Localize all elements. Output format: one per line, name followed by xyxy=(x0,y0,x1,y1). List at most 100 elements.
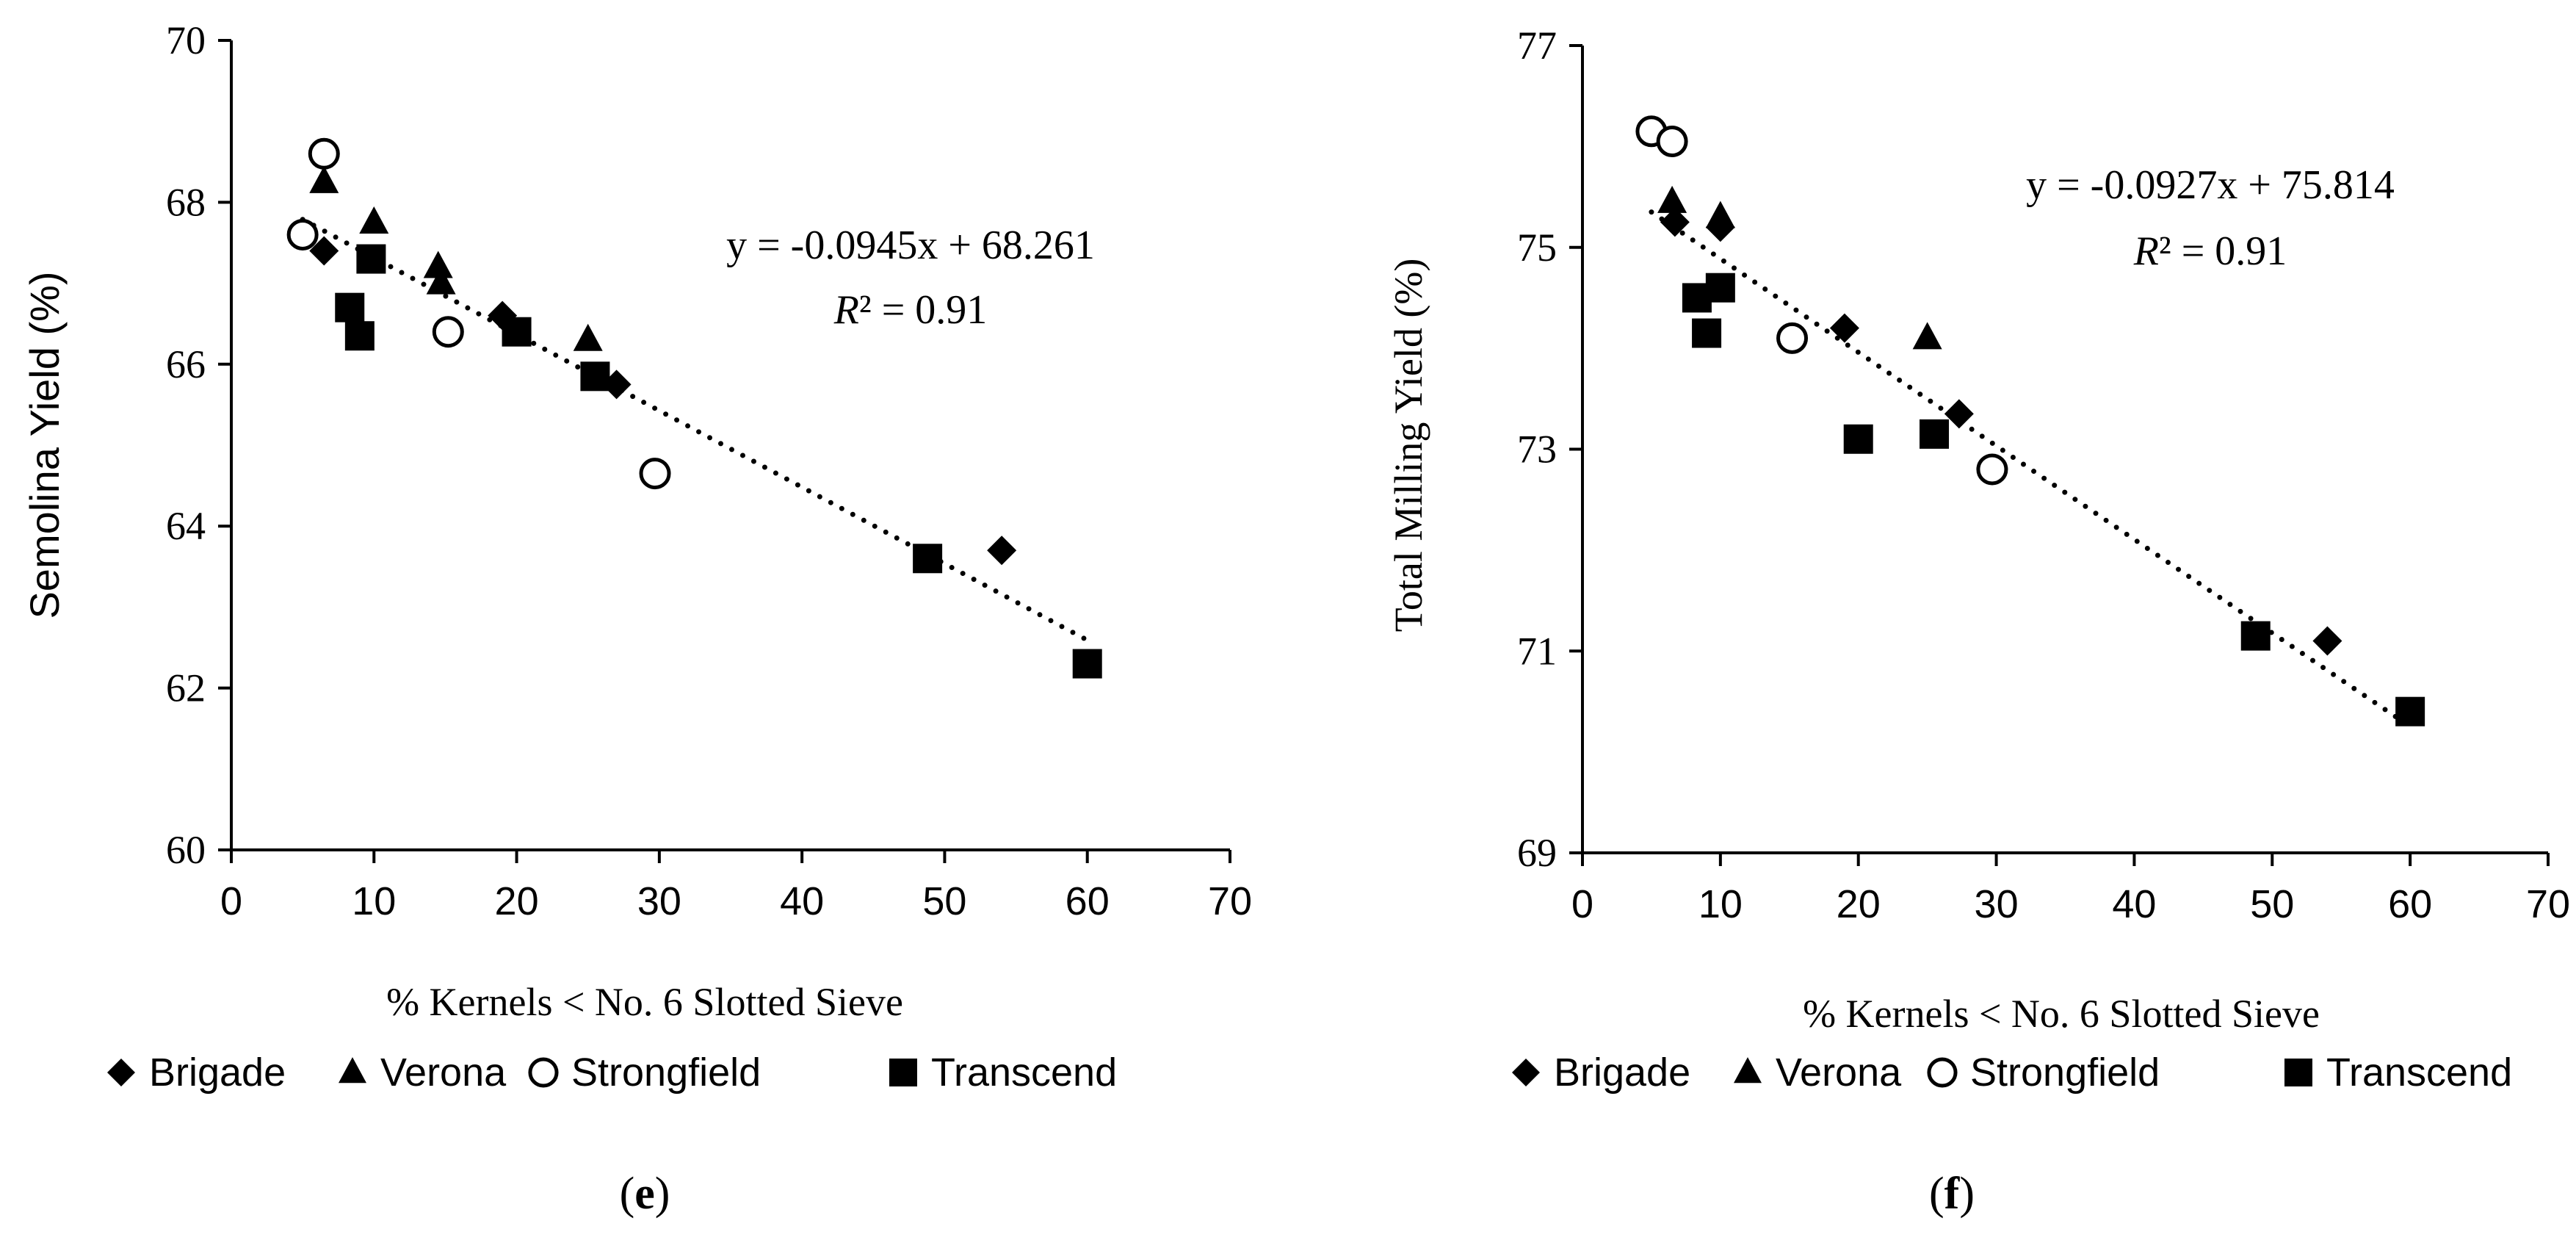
y-tick-label: 71 xyxy=(1517,629,1557,673)
transcend-point xyxy=(2395,696,2425,727)
legend-marker-verona xyxy=(339,1057,366,1084)
x-ticks: 0 10 20 30 40 50 60 70 xyxy=(220,850,1252,923)
y-tick-label: 75 xyxy=(1517,226,1557,270)
verona-point xyxy=(1657,185,1687,213)
brigade-point xyxy=(1829,313,1859,343)
brigade-point xyxy=(987,536,1017,566)
y-tick-label: 73 xyxy=(1517,428,1557,472)
r-squared-label: R² = 0.91 xyxy=(2133,228,2287,274)
x-tick-label: 60 xyxy=(2388,882,2432,926)
legend-label-verona: Verona xyxy=(380,1050,507,1095)
x-tick-label: 0 xyxy=(1571,882,1593,926)
transcend-point xyxy=(356,244,386,274)
transcend-point xyxy=(913,544,943,574)
transcend-point xyxy=(1705,273,1735,303)
verona-point xyxy=(359,206,389,234)
brigade-point xyxy=(309,236,339,266)
transcend-point xyxy=(344,321,375,351)
legend-marker-brigade xyxy=(107,1059,135,1086)
strongfield-point xyxy=(308,137,340,170)
legend-label-brigade: Brigade xyxy=(1554,1050,1690,1095)
x-tick-label: 40 xyxy=(780,879,824,923)
x-tick-label: 70 xyxy=(2526,882,2570,926)
y-tick-label: 70 xyxy=(166,18,206,62)
transcend-point xyxy=(1843,424,1873,454)
legend-marker-brigade xyxy=(1512,1059,1540,1086)
data-points xyxy=(286,137,1102,679)
verona-point xyxy=(423,250,453,278)
equation-label: y = -0.0927x + 75.814 xyxy=(2026,162,2395,208)
brigade-point xyxy=(1660,207,1690,237)
x-tick-label: 50 xyxy=(922,879,966,923)
legend-label-brigade: Brigade xyxy=(149,1050,286,1095)
transcend-point xyxy=(502,317,532,347)
x-axis-title: % Kernels < No. 6 Slotted Sieve xyxy=(1803,992,2320,1036)
panel-label: (f) xyxy=(1929,1169,1975,1219)
x-tick-label: 0 xyxy=(220,879,242,923)
x-tick-label: 60 xyxy=(1066,879,1110,923)
legend-marker-transcend xyxy=(889,1059,917,1086)
x-tick-label: 10 xyxy=(1698,882,1743,926)
strongfield-point xyxy=(1776,322,1809,354)
transcend-point xyxy=(580,361,610,392)
data-points xyxy=(1635,115,2425,727)
strongfield-point xyxy=(432,316,464,348)
strongfield-point xyxy=(1976,453,2008,486)
trendline xyxy=(1649,209,2413,729)
verona-point xyxy=(309,165,339,193)
x-tick-label: 50 xyxy=(2250,882,2294,926)
panel-label: (e) xyxy=(620,1169,670,1219)
y-tick-label: 60 xyxy=(166,828,206,872)
x-tick-label: 40 xyxy=(2112,882,2156,926)
r-squared-label: R² = 0.91 xyxy=(833,287,988,333)
transcend-point xyxy=(2240,621,2271,651)
chart-f: 69 71 73 75 77 0 10 20 30 40 50 60 70 y = -0.0927x … xyxy=(1386,24,2570,1219)
legend-marker-strongfield xyxy=(1927,1057,1958,1088)
trendline xyxy=(300,217,1090,643)
y-tick-label: 64 xyxy=(166,504,206,548)
legend: Brigade Verona Strongfield Transcend xyxy=(107,1050,1117,1095)
strongfield-point xyxy=(1656,126,1688,158)
y-tick-label: 68 xyxy=(166,180,206,224)
strongfield-point xyxy=(286,218,319,250)
brigade-point xyxy=(2312,626,2342,656)
verona-point xyxy=(573,323,603,351)
brigade-point xyxy=(601,369,632,400)
x-tick-label: 30 xyxy=(637,879,681,923)
legend-marker-strongfield xyxy=(528,1057,559,1088)
x-tick-label: 20 xyxy=(495,879,539,923)
legend-label-verona: Verona xyxy=(1776,1050,1902,1095)
y-axis-title: Total Milling Yield (%) xyxy=(1386,259,1430,632)
strongfield-point xyxy=(639,458,671,490)
brigade-point xyxy=(1944,399,1974,429)
legend-marker-verona xyxy=(1734,1057,1762,1084)
legend-label-strongfield: Strongfield xyxy=(1970,1050,2160,1095)
legend-label-strongfield: Strongfield xyxy=(571,1050,761,1095)
y-tick-label: 77 xyxy=(1517,24,1557,68)
transcend-point xyxy=(1920,419,1950,449)
chart-e: 60 62 64 66 68 70 0 10 20 30 40 50 60 70 y = -0.0945… xyxy=(21,18,1252,1219)
legend-label-transcend: Transcend xyxy=(931,1050,1117,1095)
transcend-point xyxy=(1072,649,1102,679)
x-tick-label: 20 xyxy=(1837,882,1881,926)
equation-label: y = -0.0945x + 68.261 xyxy=(726,223,1095,268)
legend: Brigade Verona Strongfield Transcend xyxy=(1512,1050,2512,1095)
y-tick-label: 66 xyxy=(166,342,206,386)
verona-point xyxy=(426,267,456,295)
x-tick-label: 30 xyxy=(1975,882,2019,926)
transcend-point xyxy=(1692,318,1722,348)
y-axis-title: Semolina Yield (%) xyxy=(21,271,68,619)
x-tick-label: 70 xyxy=(1208,879,1252,923)
transcend-point xyxy=(335,292,365,322)
y-ticks: 69 71 73 75 77 xyxy=(1517,24,1582,875)
y-ticks: 60 62 64 66 68 70 xyxy=(166,18,231,872)
legend-marker-transcend xyxy=(2284,1059,2312,1086)
x-ticks: 0 10 20 30 40 50 60 70 xyxy=(1571,853,2570,926)
y-tick-label: 62 xyxy=(166,666,206,710)
legend-label-transcend: Transcend xyxy=(2326,1050,2512,1095)
x-axis-title: % Kernels < No. 6 Slotted Sieve xyxy=(386,980,903,1024)
verona-point xyxy=(1912,322,1942,350)
x-tick-label: 10 xyxy=(352,879,396,923)
y-tick-label: 69 xyxy=(1517,831,1557,875)
